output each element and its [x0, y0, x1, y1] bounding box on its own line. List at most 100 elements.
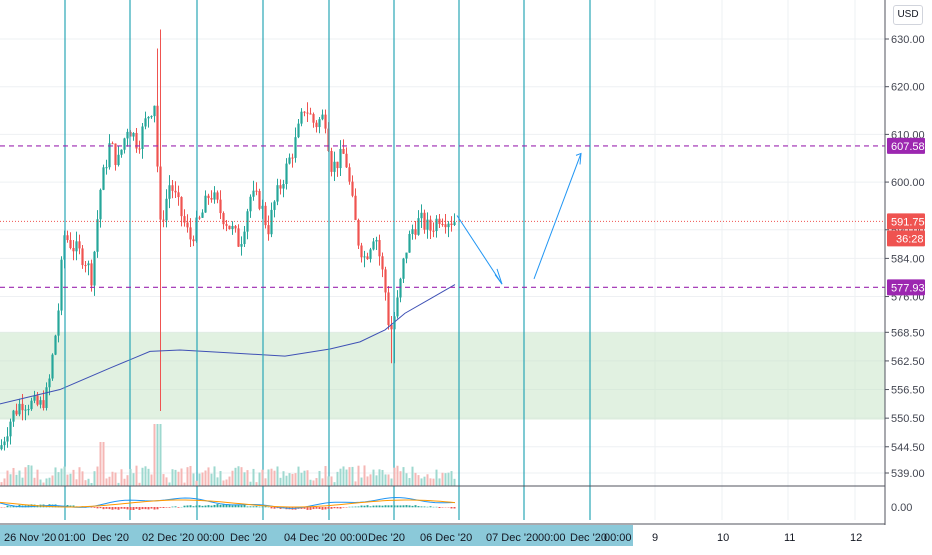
- volume-bar: [109, 477, 111, 486]
- candle-body: [18, 404, 20, 414]
- volume-bar: [181, 469, 183, 486]
- candle-body: [417, 218, 419, 235]
- volume-bar: [346, 470, 348, 486]
- macd-histogram-bar: [172, 507, 174, 508]
- macd-histogram-bar: [349, 507, 351, 508]
- candle-body: [375, 240, 377, 241]
- candle-body: [345, 154, 347, 168]
- volume-bar: [52, 475, 54, 486]
- macd-histogram-bar: [274, 507, 276, 509]
- candle-body: [384, 269, 386, 292]
- candle-body: [282, 184, 284, 189]
- macd-histogram-bar: [232, 505, 234, 507]
- macd-histogram-bar: [415, 505, 417, 507]
- volume-bar: [229, 477, 231, 486]
- candle-body: [360, 246, 362, 258]
- candle-body: [213, 192, 215, 199]
- macd-histogram-bar: [211, 506, 213, 508]
- candle-body: [444, 224, 446, 227]
- volume-bar: [199, 474, 201, 486]
- macd-histogram-bar: [451, 507, 453, 508]
- candle-body: [42, 400, 44, 408]
- volume-bar: [367, 476, 369, 486]
- volume-bar: [202, 472, 204, 486]
- volume-bar: [208, 467, 210, 486]
- candle-body: [30, 401, 32, 409]
- volume-bar: [430, 478, 432, 486]
- volume-bar: [427, 474, 429, 486]
- volume-bar: [172, 469, 174, 486]
- volume-bar: [133, 473, 135, 486]
- macd-histogram-bar: [343, 507, 345, 508]
- macd-histogram-bar: [184, 506, 186, 508]
- volume-bar: [301, 473, 303, 486]
- volume-bar: [85, 480, 87, 486]
- volume-bar: [328, 476, 330, 486]
- volume-bar: [376, 475, 378, 486]
- volume-bar: [373, 470, 375, 486]
- candle-body: [207, 196, 209, 198]
- volume-bar: [280, 478, 282, 486]
- volume-bar: [37, 470, 39, 486]
- candle-body: [27, 409, 29, 410]
- candle-body: [234, 226, 236, 228]
- candle-body: [84, 265, 86, 266]
- time-tick-label: Dec '20: [92, 532, 129, 544]
- volume-bar: [154, 424, 156, 486]
- volume-bar: [253, 469, 255, 486]
- time-tick-label: 00:00: [197, 532, 225, 544]
- macd-histogram-bar: [226, 505, 228, 508]
- candle-body: [189, 227, 191, 239]
- currency-badge[interactable]: USD: [893, 5, 923, 25]
- candle-body: [105, 167, 107, 168]
- macd-histogram-bar: [250, 506, 252, 507]
- candle-body: [3, 442, 5, 446]
- volume-bar: [220, 471, 222, 486]
- macd-histogram-bar: [112, 507, 114, 510]
- candle-body: [414, 229, 416, 235]
- volume-bar: [349, 467, 351, 486]
- volume-bar: [19, 471, 21, 486]
- candle-body: [108, 143, 110, 167]
- macd-histogram-bar: [400, 505, 402, 507]
- macd-histogram-bar: [337, 507, 339, 508]
- candle-body: [222, 213, 224, 224]
- candle-body: [348, 167, 350, 181]
- candle-body: [96, 219, 98, 251]
- candle-body: [51, 355, 53, 379]
- candle-body: [78, 241, 80, 248]
- volume-bar: [145, 466, 147, 486]
- volume-bar: [385, 474, 387, 486]
- volume-bar: [190, 466, 192, 486]
- volume-bar: [295, 473, 297, 486]
- candle-body: [180, 197, 182, 216]
- candle-body: [405, 253, 407, 259]
- volume-bar: [379, 469, 381, 486]
- candle-body: [324, 115, 326, 129]
- volume-bar: [286, 476, 288, 486]
- time-tick-label: 26 Nov '20: [4, 532, 56, 544]
- candle-body: [39, 400, 41, 405]
- macd-histogram-bar: [205, 506, 207, 508]
- candle-body: [378, 240, 380, 256]
- candle-body: [120, 150, 122, 155]
- candle-body: [309, 113, 311, 114]
- candle-body: [363, 256, 365, 257]
- macd-histogram-bar: [262, 507, 264, 508]
- volume-bar: [370, 474, 372, 486]
- volume-bar: [262, 470, 264, 486]
- volume-bar: [433, 479, 435, 486]
- volume-bar: [259, 472, 261, 486]
- candle-body: [24, 410, 26, 411]
- volume-bar: [445, 473, 447, 486]
- macd-histogram-bar: [241, 505, 243, 507]
- price-tick-label: 544.50: [891, 442, 925, 454]
- candle-body: [339, 149, 341, 168]
- volume-bar: [142, 468, 144, 486]
- volume-bar: [106, 478, 108, 486]
- volume-bar: [298, 467, 300, 486]
- volume-bar: [244, 472, 246, 486]
- macd-histogram-bar: [208, 505, 210, 507]
- volume-bar: [31, 466, 33, 486]
- time-tick-label: 10: [717, 532, 729, 544]
